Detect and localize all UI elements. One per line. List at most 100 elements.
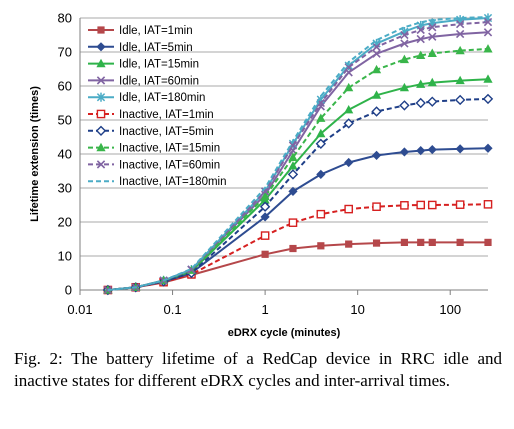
series-line xyxy=(107,16,489,291)
data-point xyxy=(483,74,493,83)
data-point xyxy=(399,147,410,157)
legend-item: Idle, IAT=5min xyxy=(88,42,193,54)
data-point xyxy=(399,54,410,64)
data-point xyxy=(316,169,326,179)
legend-item: Inactive, IAT=60min xyxy=(88,159,220,171)
data-point xyxy=(483,200,493,209)
legend-item: Inactive, IAT=1min xyxy=(88,109,214,121)
data-point xyxy=(371,150,382,160)
data-point xyxy=(427,96,438,107)
data-point xyxy=(289,244,297,253)
data-point xyxy=(103,285,113,295)
data-point xyxy=(288,186,298,196)
data-point xyxy=(427,200,437,210)
series-path xyxy=(107,16,489,291)
data-point xyxy=(316,113,326,122)
data-point xyxy=(483,143,493,153)
y-tick-label: 50 xyxy=(58,113,72,128)
data-point xyxy=(316,209,326,219)
data-point xyxy=(372,49,381,58)
grid-lines xyxy=(80,17,488,291)
data-point xyxy=(372,42,381,52)
data-point xyxy=(428,32,437,41)
data-point xyxy=(288,161,298,170)
data-point xyxy=(483,28,493,37)
series-path xyxy=(107,21,489,291)
data-point xyxy=(400,39,409,48)
legend-item: Inactive, IAT=180min xyxy=(88,176,227,188)
legend-label: Inactive, IAT=5min xyxy=(119,126,214,138)
data-point xyxy=(416,25,425,35)
data-point xyxy=(344,157,354,168)
legend-item: Idle, IAT=180min xyxy=(88,92,205,104)
data-point xyxy=(416,79,426,88)
x-tick-label: 100 xyxy=(439,302,461,317)
data-point xyxy=(317,242,325,250)
data-point xyxy=(399,82,410,92)
data-point xyxy=(400,238,409,246)
data-point xyxy=(96,160,106,169)
data-point xyxy=(344,204,353,214)
y-tick-label: 40 xyxy=(58,147,72,162)
line-chart: 0 10 20 30 40 50 60 70 80 0.01 0.1 1 10 100 Idle, IAT… xyxy=(29,11,494,339)
data-point xyxy=(96,58,106,68)
y-tick-label: 20 xyxy=(58,215,72,230)
figure-caption: Fig. 2: The battery lifetime of a RedCap… xyxy=(14,349,502,390)
data-point xyxy=(400,30,409,40)
data-point xyxy=(427,77,437,87)
legend-label: Inactive, IAT=60min xyxy=(119,159,220,171)
legend-label: Inactive, IAT=15min xyxy=(119,143,220,155)
y-tick-label: 30 xyxy=(58,181,72,196)
data-point xyxy=(455,75,465,85)
data-point xyxy=(483,17,493,27)
data-point xyxy=(455,45,465,55)
data-point xyxy=(399,100,410,111)
data-point xyxy=(456,238,464,246)
legend-item: Inactive, IAT=15min xyxy=(88,143,220,155)
legend-item: Idle, IAT=15min xyxy=(88,59,199,71)
legend: Idle, IAT=1min Idle, IAT=5min Idle, IAT=15… xyxy=(88,25,227,188)
data-point xyxy=(288,218,298,227)
data-point xyxy=(416,50,426,59)
data-point xyxy=(483,44,493,53)
y-axis-title: Lifetime extension (times) xyxy=(29,86,41,222)
data-point xyxy=(455,29,465,39)
x-tick-label: 1 xyxy=(261,302,268,317)
data-point xyxy=(427,144,437,155)
data-point xyxy=(343,118,354,129)
data-point xyxy=(344,105,354,114)
data-point xyxy=(260,187,270,196)
data-point xyxy=(287,169,299,180)
data-point xyxy=(96,109,106,119)
data-point xyxy=(427,48,437,57)
x-axis-title: eDRX cycle (minutes) xyxy=(228,327,341,339)
data-point xyxy=(96,76,106,85)
y-tick-label: 10 xyxy=(58,249,72,264)
data-point xyxy=(415,97,426,109)
data-point xyxy=(344,82,354,92)
series-path xyxy=(107,17,489,291)
legend-label: Inactive, IAT=180min xyxy=(119,176,227,188)
data-point xyxy=(372,239,381,247)
x-tick-label: 10 xyxy=(350,302,364,317)
data-point xyxy=(371,90,382,99)
data-point xyxy=(260,191,270,201)
data-point xyxy=(288,141,298,150)
legend-label: Idle, IAT=180min xyxy=(119,92,205,104)
data-point xyxy=(288,152,298,161)
data-point xyxy=(416,200,426,210)
data-point xyxy=(372,202,381,212)
data-point xyxy=(259,201,271,212)
data-point xyxy=(416,146,426,156)
legend-label: Idle, IAT=15min xyxy=(119,59,199,71)
data-point xyxy=(428,23,437,32)
y-tick-label: 70 xyxy=(58,45,72,60)
data-point xyxy=(455,200,465,209)
data-point xyxy=(345,240,353,248)
x-tick-label: 0.1 xyxy=(164,302,182,317)
data-point xyxy=(95,125,107,136)
data-point xyxy=(316,128,326,138)
data-point xyxy=(454,94,466,106)
y-tick-label: 60 xyxy=(58,79,72,94)
data-point xyxy=(96,142,106,152)
